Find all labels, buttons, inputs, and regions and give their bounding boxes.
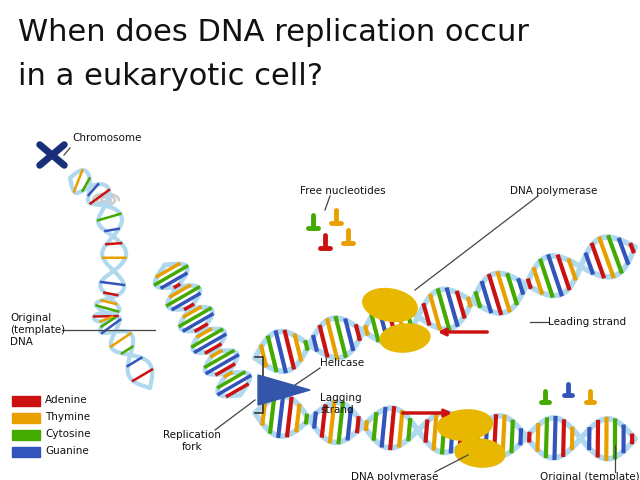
Ellipse shape bbox=[455, 439, 505, 467]
Text: Original
(template)
DNA: Original (template) DNA bbox=[10, 312, 65, 348]
Bar bbox=[12, 413, 40, 423]
Text: in a eukaryotic cell?: in a eukaryotic cell? bbox=[18, 62, 323, 91]
Bar bbox=[12, 396, 40, 406]
Bar bbox=[12, 447, 40, 457]
Text: Cytosine: Cytosine bbox=[45, 429, 90, 439]
Text: Chromosome: Chromosome bbox=[72, 133, 141, 143]
Ellipse shape bbox=[438, 410, 492, 440]
Text: Leading strand: Leading strand bbox=[548, 317, 626, 327]
Polygon shape bbox=[258, 375, 310, 405]
Text: Thymine: Thymine bbox=[45, 412, 90, 422]
Text: Helicase: Helicase bbox=[320, 358, 364, 368]
Text: Guanine: Guanine bbox=[45, 446, 89, 456]
Ellipse shape bbox=[363, 288, 417, 322]
Ellipse shape bbox=[380, 324, 430, 352]
Text: Replication
fork: Replication fork bbox=[163, 430, 221, 452]
Text: Lagging
strand: Lagging strand bbox=[320, 393, 362, 415]
Text: When does DNA replication occur: When does DNA replication occur bbox=[18, 18, 529, 47]
Bar bbox=[12, 430, 40, 440]
Text: Adenine: Adenine bbox=[45, 395, 88, 405]
Text: Original (template) DNA strand: Original (template) DNA strand bbox=[540, 472, 640, 480]
Text: Free nucleotides: Free nucleotides bbox=[300, 186, 386, 196]
Text: DNA polymerase: DNA polymerase bbox=[510, 186, 597, 196]
Text: DNA polymerase: DNA polymerase bbox=[351, 472, 438, 480]
